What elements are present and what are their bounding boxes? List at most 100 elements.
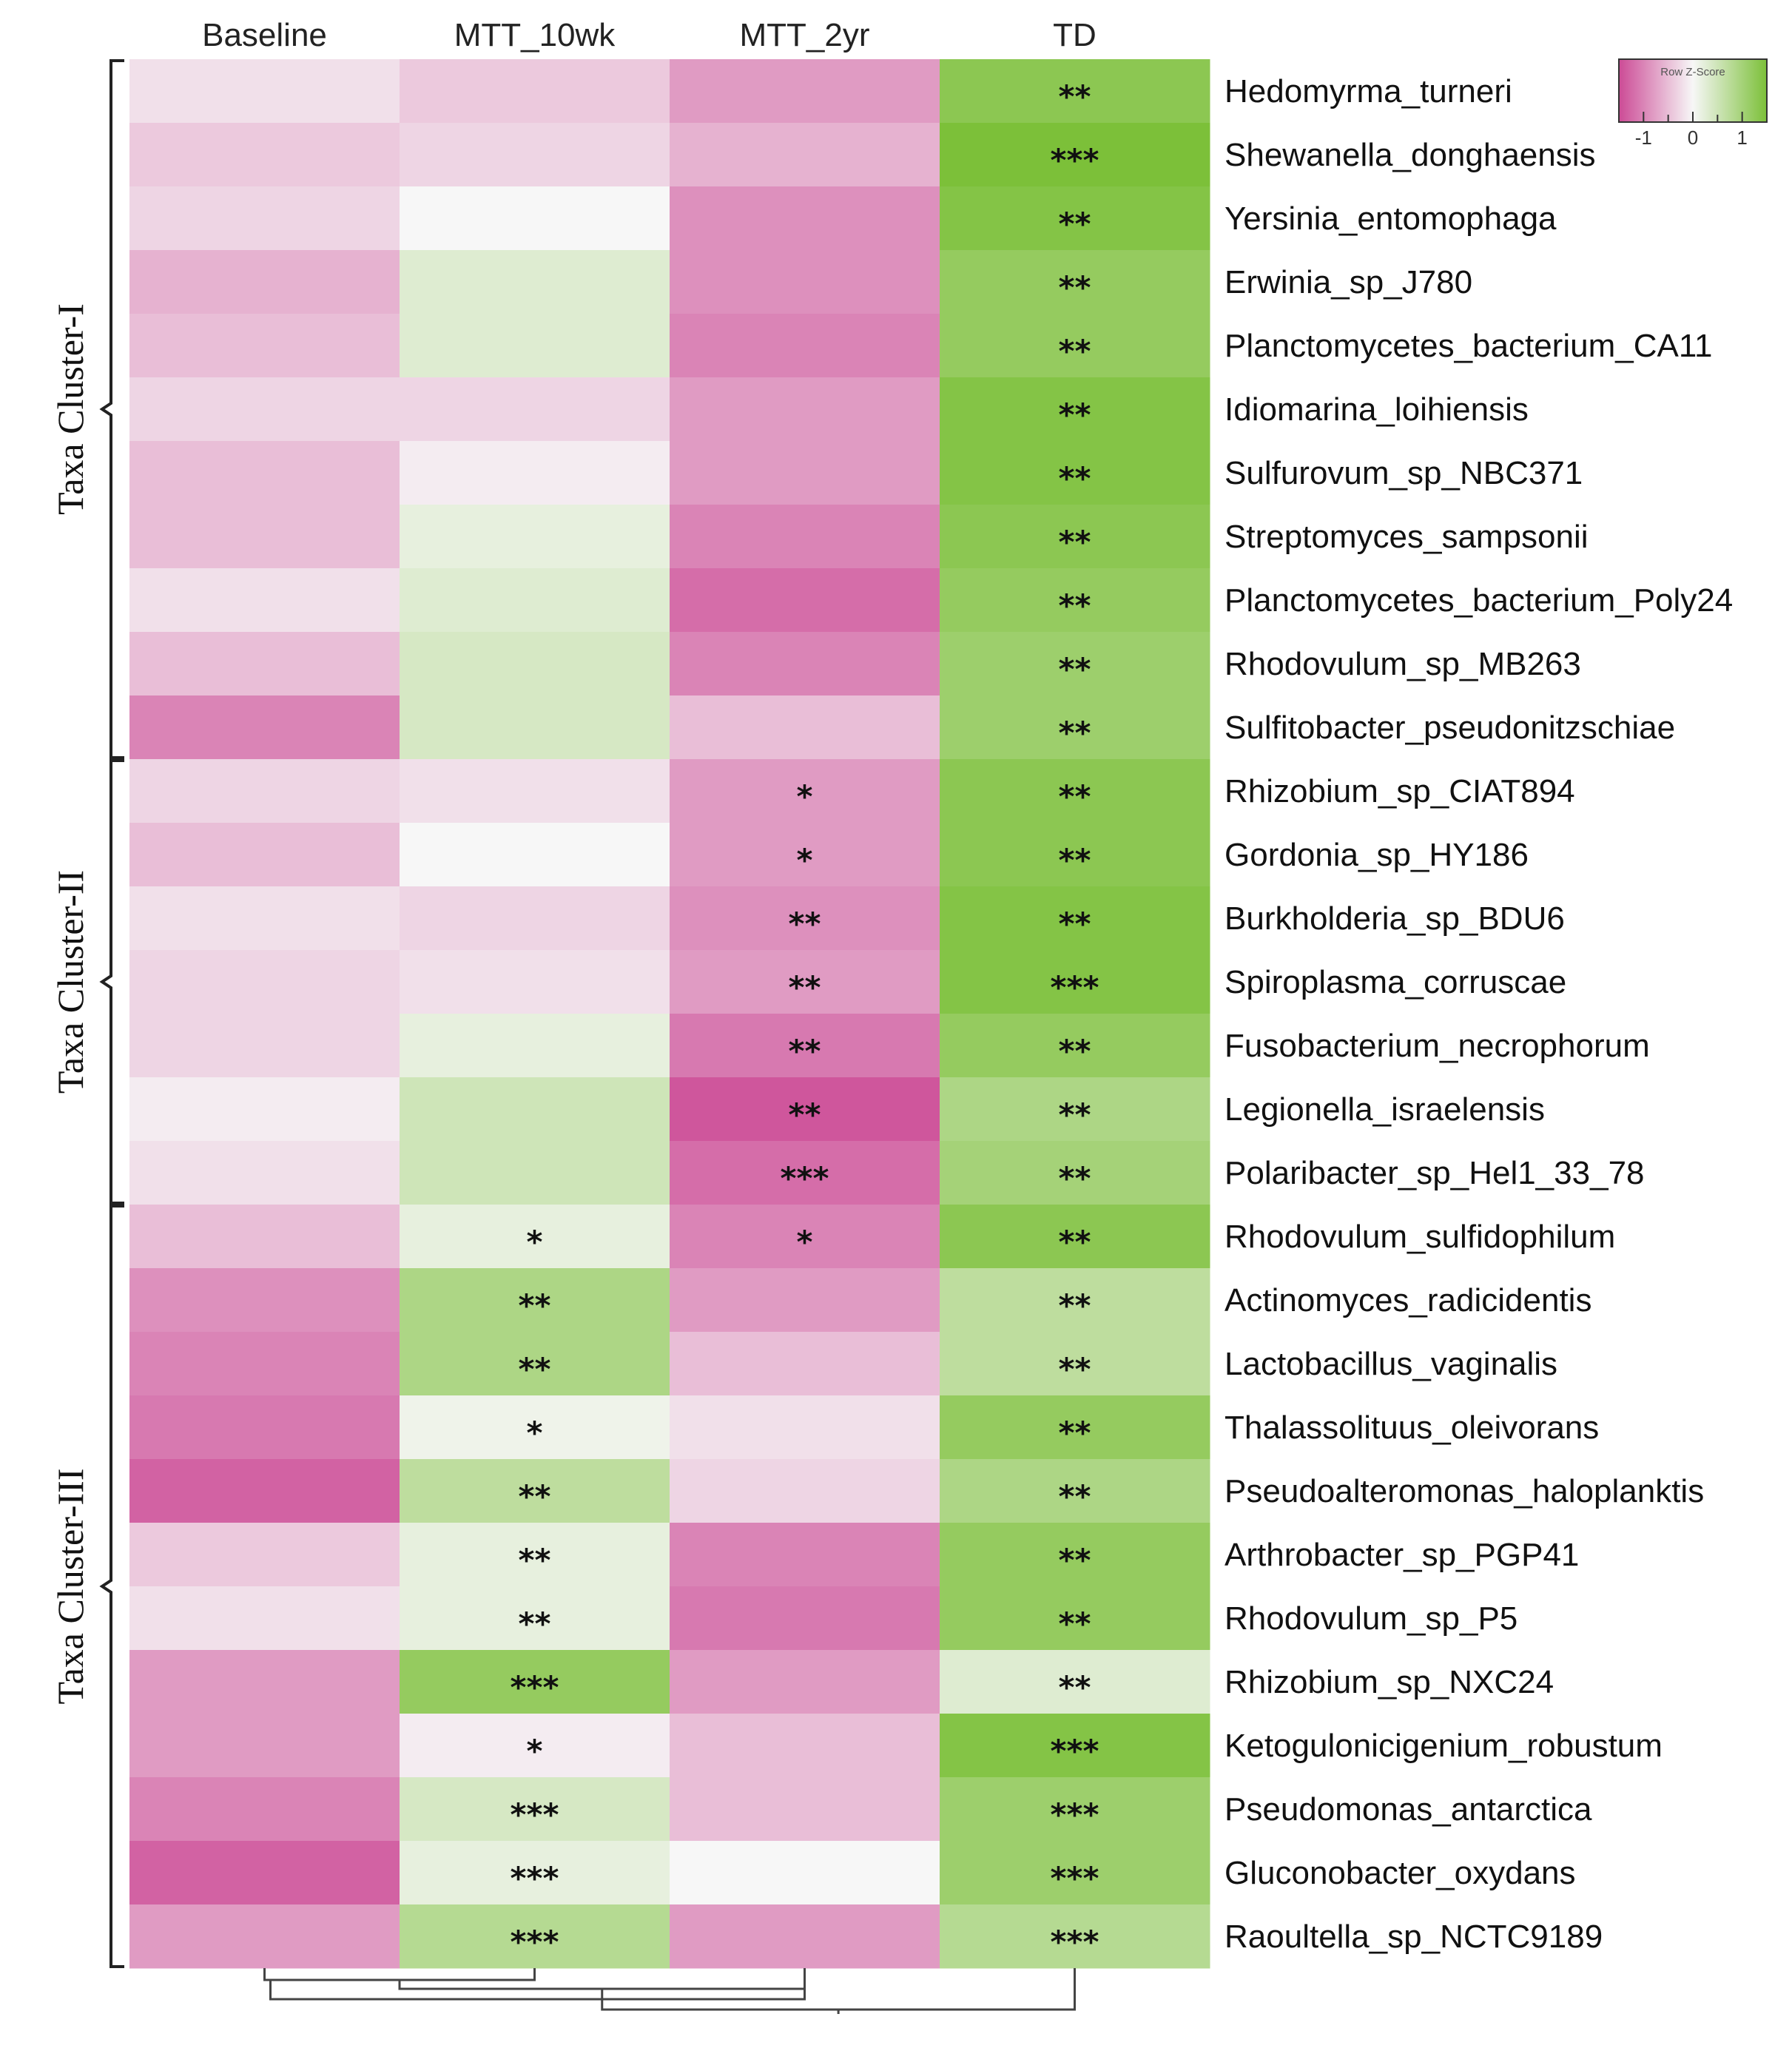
significance-mark: ** <box>1059 1542 1091 1578</box>
dendrogram-branch <box>263 1968 536 1981</box>
heatmap-cell <box>670 1586 940 1651</box>
heatmap-cell <box>670 950 940 1014</box>
significance-mark: ** <box>789 1097 821 1133</box>
heatmap-cell <box>670 1014 940 1078</box>
heatmap-cell <box>400 1395 670 1460</box>
color-key-gradient <box>1618 58 1768 123</box>
significance-mark: ** <box>519 1351 551 1387</box>
significance-mark: ** <box>519 1606 551 1642</box>
row-label: Streptomyces_sampsonii <box>1225 519 1589 555</box>
significance-mark: *** <box>1051 1860 1099 1896</box>
row-label: Erwinia_sp_J780 <box>1225 264 1472 300</box>
heatmap-cell <box>670 1523 940 1587</box>
heatmap-cell <box>940 123 1210 187</box>
heatmap-cell <box>940 505 1210 569</box>
row-label: Raoultella_sp_NCTC9189 <box>1225 1919 1603 1955</box>
heatmap-cell <box>129 823 400 887</box>
significance-mark: ** <box>519 1542 551 1578</box>
heatmap-cell <box>940 759 1210 824</box>
heatmap-cell <box>129 1077 400 1142</box>
heatmap-cell <box>940 632 1210 696</box>
significance-mark: * <box>797 1224 813 1260</box>
heatmap-cell <box>400 1904 670 1969</box>
heatmap-cell <box>670 314 940 378</box>
heatmap-cell <box>129 1841 400 1905</box>
significance-mark: ** <box>1059 1033 1091 1069</box>
heatmap-cell <box>940 1586 1210 1651</box>
row-label: Gluconobacter_oxydans <box>1225 1855 1576 1891</box>
heatmap-cell <box>129 1904 400 1969</box>
heatmap-cell <box>129 632 400 696</box>
color-key-tick-label: -1 <box>1635 127 1652 149</box>
significance-mark: ** <box>1059 269 1091 306</box>
significance-mark: ** <box>1059 524 1091 560</box>
heatmap-cell <box>670 1714 940 1778</box>
heatmap-cell <box>940 1841 1210 1905</box>
heatmap-cell <box>400 823 670 887</box>
column-dendrogram <box>263 1968 1076 2014</box>
significance-mark: ** <box>789 969 821 1006</box>
row-label: Rhodovulum_sp_MB263 <box>1225 646 1581 682</box>
significance-mark: *** <box>1051 1796 1099 1833</box>
significance-mark: ** <box>1059 1351 1091 1387</box>
row-label: Planctomycetes_bacterium_CA11 <box>1225 328 1713 364</box>
row-label: Rhizobium_sp_CIAT894 <box>1225 773 1575 809</box>
heatmap-cell <box>400 1014 670 1078</box>
heatmap-cell <box>129 314 400 378</box>
heatmap-cell <box>940 950 1210 1014</box>
row-label: Burkholderia_sp_BDU6 <box>1225 900 1565 937</box>
row-label: Planctomycetes_bacterium_Poly24 <box>1225 582 1733 619</box>
heatmap-cell <box>670 250 940 314</box>
heatmap-cell <box>670 886 940 951</box>
row-label: Ketogulonicigenium_robustum <box>1225 1728 1663 1764</box>
significance-mark: ** <box>1059 78 1091 115</box>
column-labels: Baseline MTT_10wk MTT_2yr TD <box>202 17 1097 53</box>
significance-mark: ** <box>1059 906 1091 942</box>
row-label: Pseudoalteromonas_haloplanktis <box>1225 1473 1704 1509</box>
heatmap-cell <box>400 123 670 187</box>
significance-mark: ** <box>1059 1287 1091 1324</box>
significance-mark: *** <box>1051 1924 1099 1960</box>
row-label: Rhodovulum_sulfidophilum <box>1225 1219 1615 1255</box>
heatmap-cell <box>940 250 1210 314</box>
cluster-bracket <box>99 59 124 759</box>
heatmap-cell <box>670 1141 940 1205</box>
heatmap-cell <box>670 1459 940 1523</box>
heatmap-cell <box>129 59 400 124</box>
row-label: Yersinia_entomophaga <box>1225 201 1557 237</box>
heatmap-cell <box>400 1586 670 1651</box>
heatmap-cell <box>670 1650 940 1714</box>
heatmap-cell <box>940 886 1210 951</box>
heatmap-cell <box>400 1459 670 1523</box>
significance-mark: ** <box>1059 1160 1091 1196</box>
row-label: Hedomyrma_turneri <box>1225 73 1512 110</box>
heatmap-cell <box>670 1841 940 1905</box>
heatmap-cell <box>400 314 670 378</box>
heatmap-cell <box>940 1205 1210 1269</box>
row-label: Thalassolituus_oleivorans <box>1225 1409 1599 1446</box>
cluster-label: Taxa Cluster-II <box>50 870 91 1094</box>
heatmap-cell <box>129 1586 400 1651</box>
heatmap-cell <box>129 123 400 187</box>
significance-mark: ** <box>1059 206 1091 242</box>
row-label: Shewanella_donghaensis <box>1225 137 1596 173</box>
heatmap-cell <box>129 695 400 760</box>
heatmap-cell <box>940 1714 1210 1778</box>
row-label: Rhodovulum_sp_P5 <box>1225 1600 1518 1637</box>
heatmap-cell <box>400 1650 670 1714</box>
heatmap-cell <box>400 1077 670 1142</box>
heatmap-cell <box>940 695 1210 760</box>
heatmap-cell <box>670 186 940 251</box>
heatmap-cell <box>670 1777 940 1842</box>
significance-mark: ** <box>1059 1415 1091 1451</box>
heatmap-cell <box>940 186 1210 251</box>
heatmap-cell <box>940 568 1210 633</box>
heatmap-cell <box>400 632 670 696</box>
heatmap-cell <box>670 568 940 633</box>
heatmap-cell <box>129 568 400 633</box>
cluster-brackets: Taxa Cluster-I Taxa Cluster-II Taxa Cluste… <box>50 59 124 1968</box>
heatmap-cell <box>129 1459 400 1523</box>
heatmap-cell <box>400 1523 670 1587</box>
column-label: Baseline <box>202 17 327 53</box>
heatmap-cell <box>940 1395 1210 1460</box>
